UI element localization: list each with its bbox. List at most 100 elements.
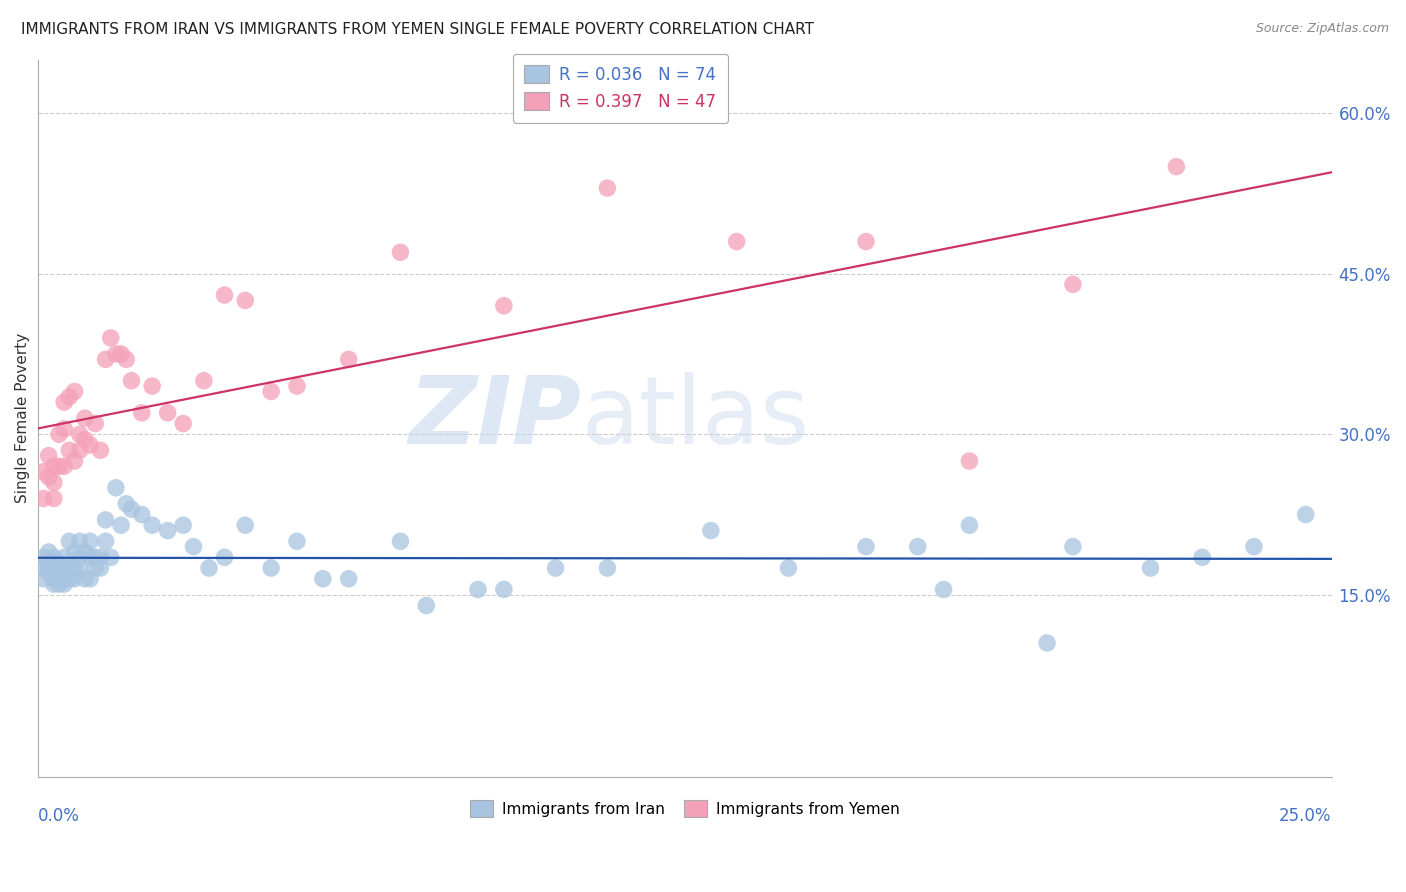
Point xyxy=(100,331,122,345)
Point xyxy=(63,454,86,468)
Point xyxy=(79,572,101,586)
Point xyxy=(42,491,65,506)
Point xyxy=(53,395,76,409)
Point xyxy=(285,379,308,393)
Point xyxy=(467,582,489,597)
Point xyxy=(73,433,96,447)
Point xyxy=(110,518,132,533)
Point xyxy=(115,497,138,511)
Y-axis label: Single Female Poverty: Single Female Poverty xyxy=(15,333,30,503)
Point xyxy=(214,550,236,565)
Point xyxy=(959,454,981,468)
Point xyxy=(233,518,256,533)
Text: Source: ZipAtlas.com: Source: ZipAtlas.com xyxy=(1256,22,1389,36)
Point xyxy=(48,561,70,575)
Point xyxy=(855,235,877,249)
Point xyxy=(32,550,55,565)
Text: atlas: atlas xyxy=(582,372,810,464)
Point xyxy=(198,561,221,575)
Point xyxy=(700,524,723,538)
Point xyxy=(415,599,437,613)
Text: 25.0%: 25.0% xyxy=(1279,806,1331,825)
Point xyxy=(58,390,80,404)
Point xyxy=(596,181,619,195)
Point xyxy=(53,577,76,591)
Point xyxy=(172,417,194,431)
Point xyxy=(53,550,76,565)
Point xyxy=(63,545,86,559)
Point xyxy=(1062,540,1084,554)
Point xyxy=(84,550,107,565)
Point xyxy=(214,288,236,302)
Point xyxy=(79,438,101,452)
Point xyxy=(38,561,60,575)
Point xyxy=(389,245,412,260)
Point xyxy=(725,235,748,249)
Point xyxy=(110,347,132,361)
Point xyxy=(69,534,91,549)
Point xyxy=(183,540,205,554)
Point xyxy=(38,566,60,581)
Point xyxy=(32,491,55,506)
Point xyxy=(100,550,122,565)
Point xyxy=(855,540,877,554)
Point xyxy=(38,449,60,463)
Point xyxy=(389,534,412,549)
Point xyxy=(42,577,65,591)
Point xyxy=(38,545,60,559)
Point xyxy=(959,518,981,533)
Point xyxy=(63,561,86,575)
Point xyxy=(58,443,80,458)
Point xyxy=(120,502,142,516)
Point xyxy=(94,513,117,527)
Point xyxy=(69,443,91,458)
Point xyxy=(1243,540,1265,554)
Point xyxy=(156,406,179,420)
Point xyxy=(48,556,70,570)
Point xyxy=(492,582,515,597)
Point xyxy=(492,299,515,313)
Point xyxy=(48,577,70,591)
Point xyxy=(53,459,76,474)
Point xyxy=(156,524,179,538)
Point xyxy=(53,422,76,436)
Point xyxy=(89,550,111,565)
Point xyxy=(337,572,360,586)
Point xyxy=(1062,277,1084,292)
Point xyxy=(48,427,70,442)
Point xyxy=(172,518,194,533)
Point xyxy=(115,352,138,367)
Point xyxy=(141,379,163,393)
Point xyxy=(84,417,107,431)
Point xyxy=(312,572,335,586)
Point xyxy=(42,475,65,490)
Point xyxy=(73,545,96,559)
Point xyxy=(778,561,800,575)
Point xyxy=(69,550,91,565)
Text: ZIP: ZIP xyxy=(409,372,582,464)
Point xyxy=(53,561,76,575)
Point xyxy=(1139,561,1161,575)
Point xyxy=(233,293,256,308)
Point xyxy=(48,572,70,586)
Point xyxy=(932,582,955,597)
Point xyxy=(907,540,929,554)
Point xyxy=(120,374,142,388)
Point xyxy=(38,470,60,484)
Point xyxy=(285,534,308,549)
Point xyxy=(69,427,91,442)
Point xyxy=(42,561,65,575)
Point xyxy=(94,352,117,367)
Point xyxy=(1166,160,1188,174)
Point xyxy=(73,572,96,586)
Text: IMMIGRANTS FROM IRAN VS IMMIGRANTS FROM YEMEN SINGLE FEMALE POVERTY CORRELATION : IMMIGRANTS FROM IRAN VS IMMIGRANTS FROM … xyxy=(21,22,814,37)
Point xyxy=(79,550,101,565)
Point xyxy=(73,411,96,425)
Point xyxy=(260,561,283,575)
Legend: Immigrants from Iran, Immigrants from Yemen: Immigrants from Iran, Immigrants from Ye… xyxy=(464,794,905,823)
Point xyxy=(141,518,163,533)
Text: 0.0%: 0.0% xyxy=(38,806,80,825)
Point xyxy=(89,443,111,458)
Point xyxy=(337,352,360,367)
Point xyxy=(48,459,70,474)
